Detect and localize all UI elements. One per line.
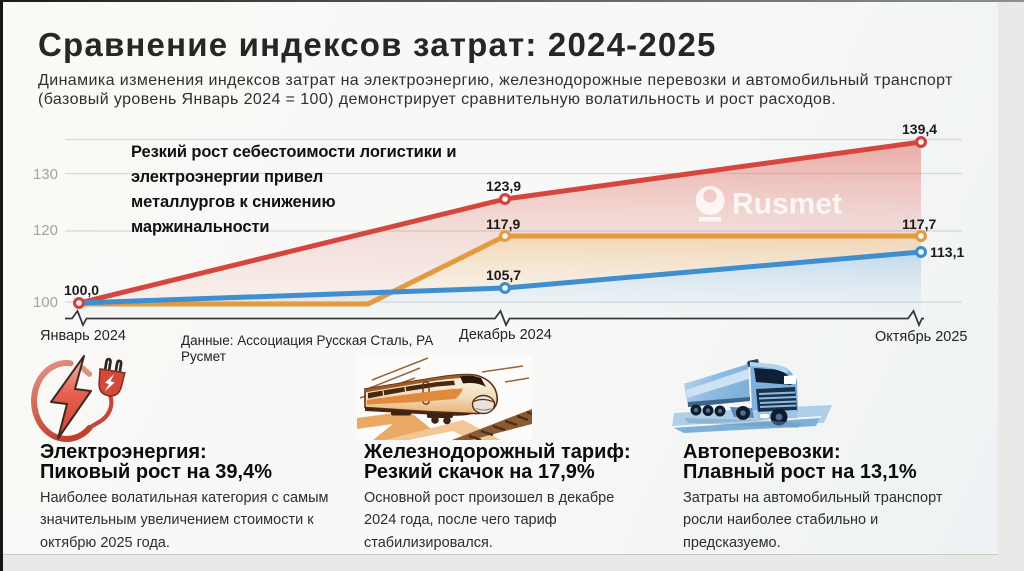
svg-text:Rusmet: Rusmet [732, 188, 842, 221]
